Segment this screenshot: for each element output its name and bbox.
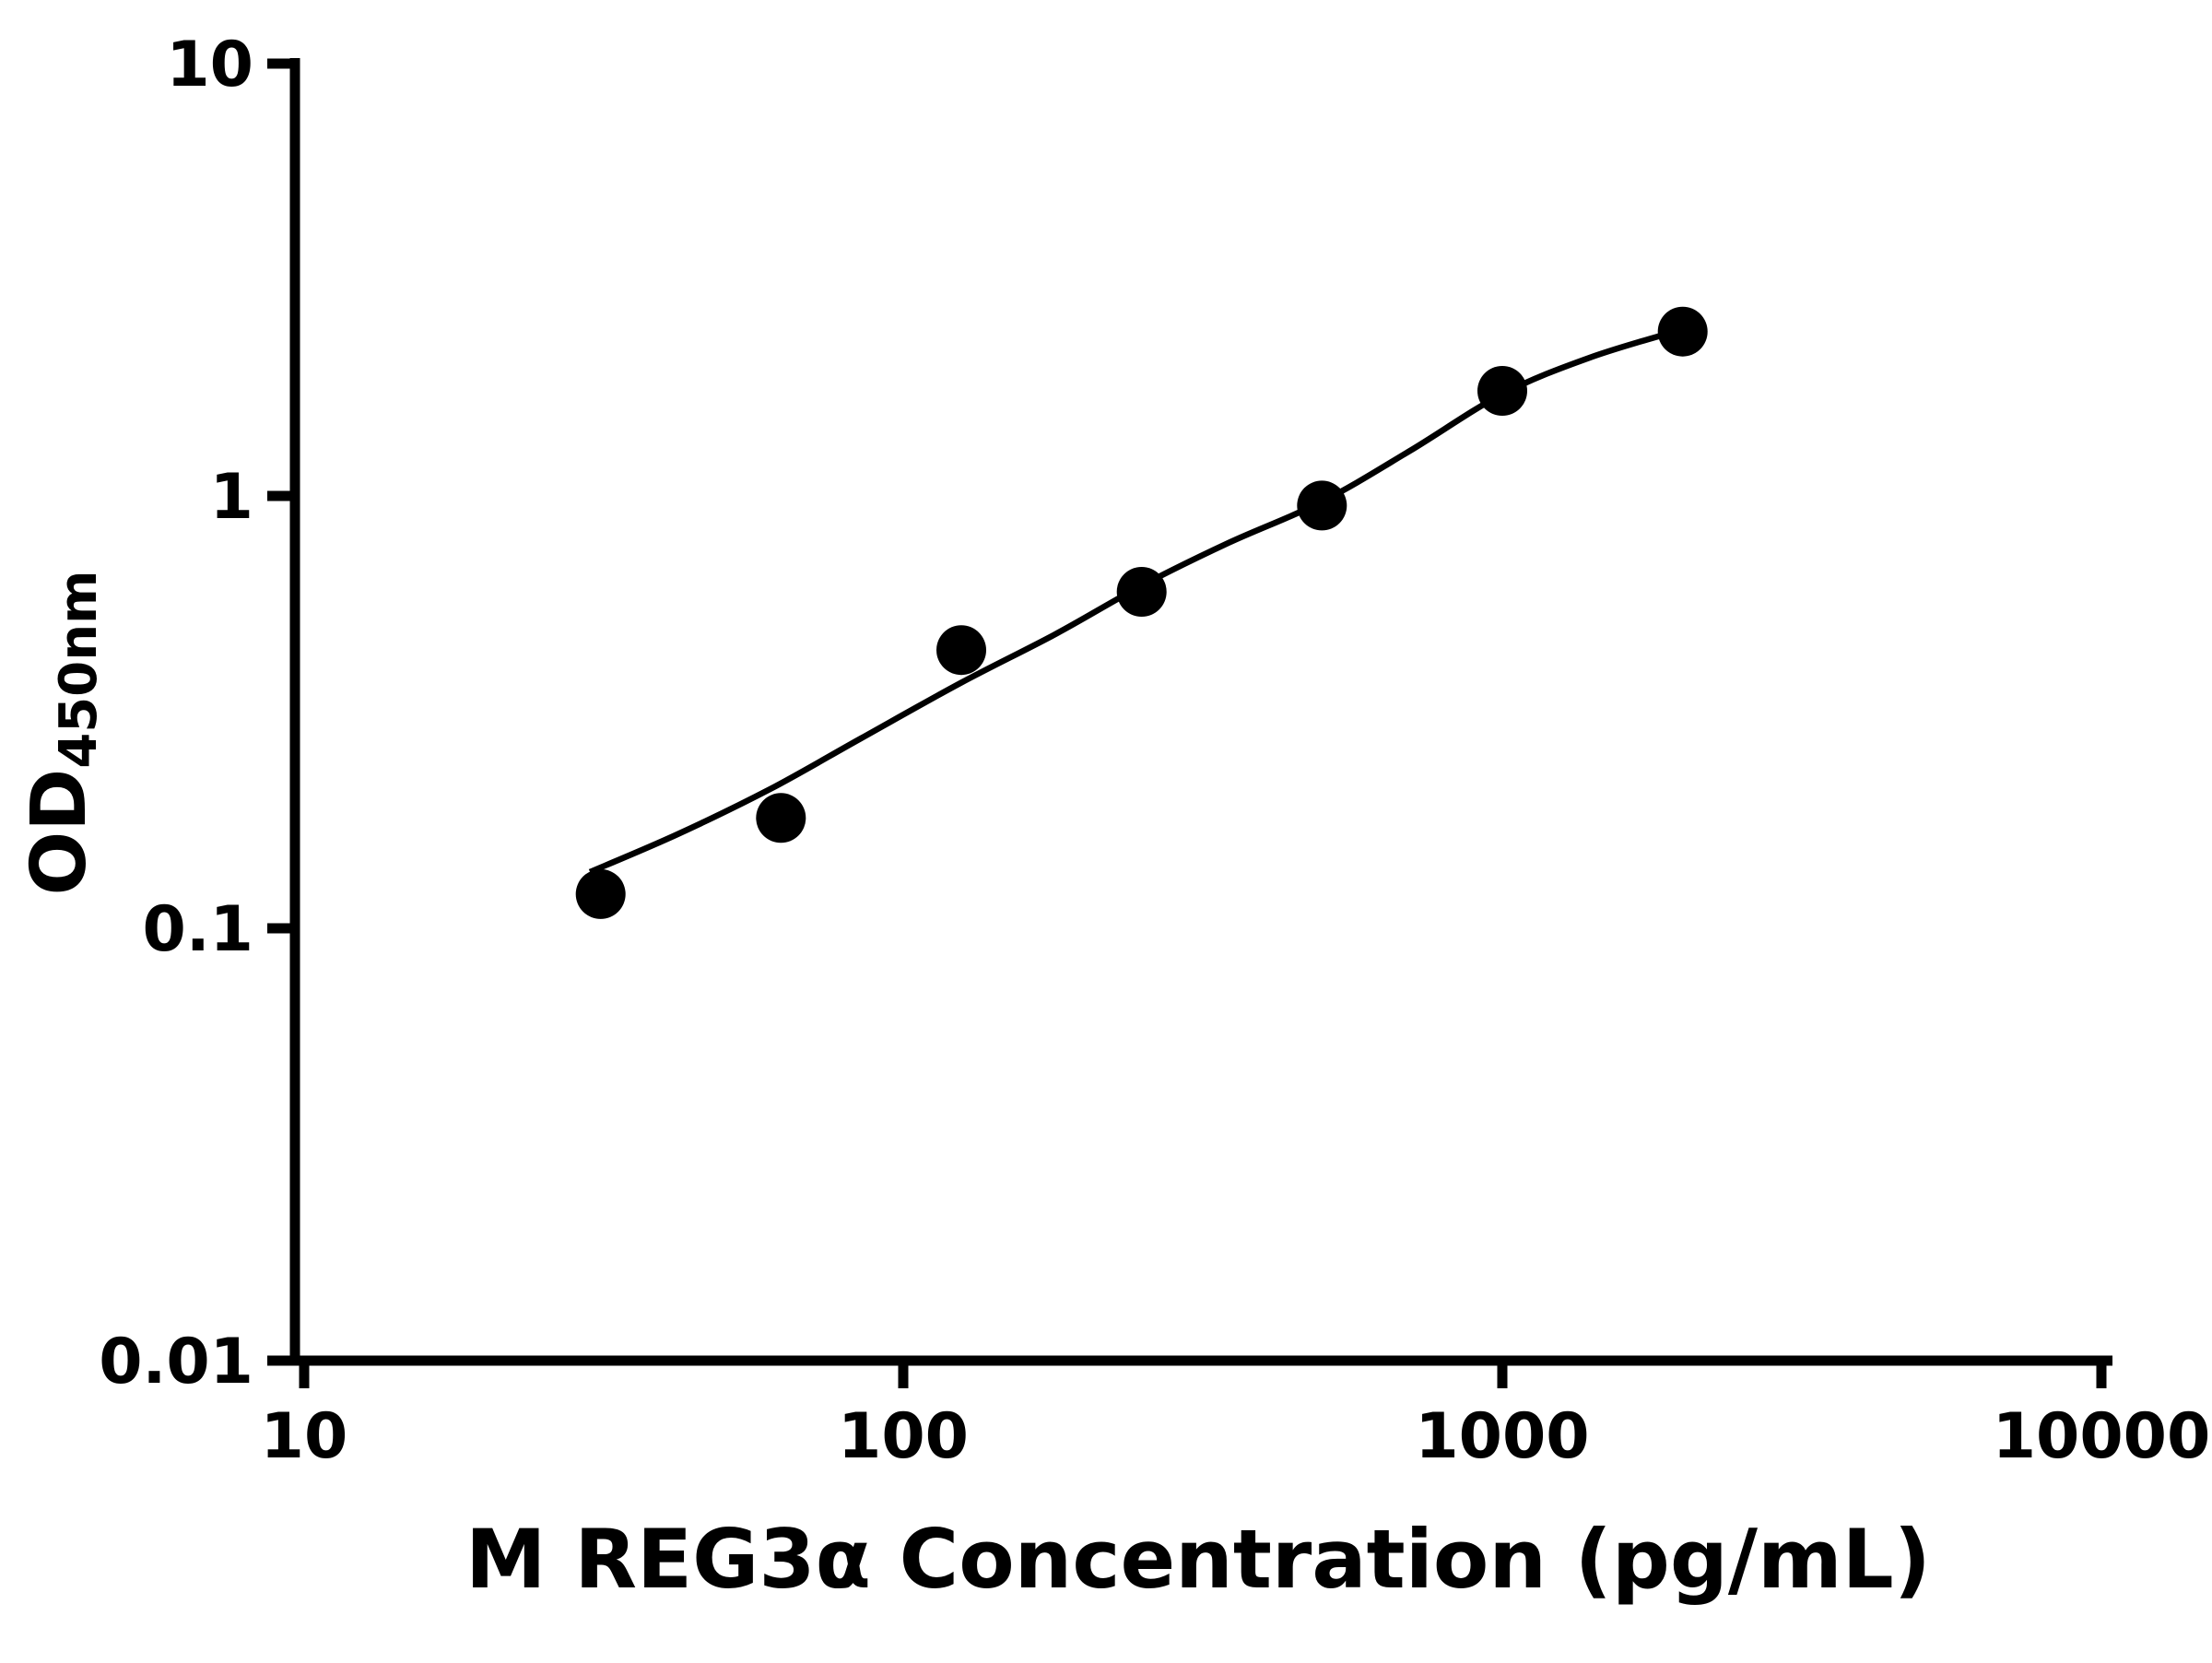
y-axis-title-main: OD bbox=[16, 769, 103, 896]
y-tick-label: 0.01 bbox=[99, 1326, 253, 1398]
y-tick-label: 0.1 bbox=[143, 893, 253, 966]
x-tick-labels: 10 100 1000 10000 bbox=[261, 1400, 2211, 1473]
x-tick-label: 10 bbox=[261, 1400, 348, 1473]
data-point bbox=[936, 625, 986, 676]
data-point bbox=[1657, 306, 1708, 357]
x-ticks bbox=[299, 1361, 2107, 1388]
x-axis-title: M REG3α Concentration (pg/mL) bbox=[465, 1512, 1931, 1607]
data-point bbox=[756, 793, 806, 843]
x-tick-label: 1000 bbox=[1415, 1400, 1589, 1473]
data-point bbox=[1477, 366, 1527, 416]
data-point bbox=[1116, 567, 1167, 617]
y-tick-label: 1 bbox=[210, 461, 253, 534]
y-tick-labels: 0.01 0.1 1 10 bbox=[99, 29, 253, 1398]
x-tick-label: 10000 bbox=[1993, 1400, 2211, 1473]
data-points bbox=[575, 306, 1708, 919]
data-point bbox=[575, 868, 626, 919]
data-point bbox=[1297, 480, 1347, 531]
y-axis-title: OD450nm bbox=[16, 571, 109, 896]
y-tick-label: 10 bbox=[166, 29, 253, 101]
x-tick-label: 100 bbox=[838, 1400, 969, 1473]
y-ticks bbox=[267, 58, 295, 1366]
y-axis-title-subscript: 450nm bbox=[49, 571, 109, 769]
